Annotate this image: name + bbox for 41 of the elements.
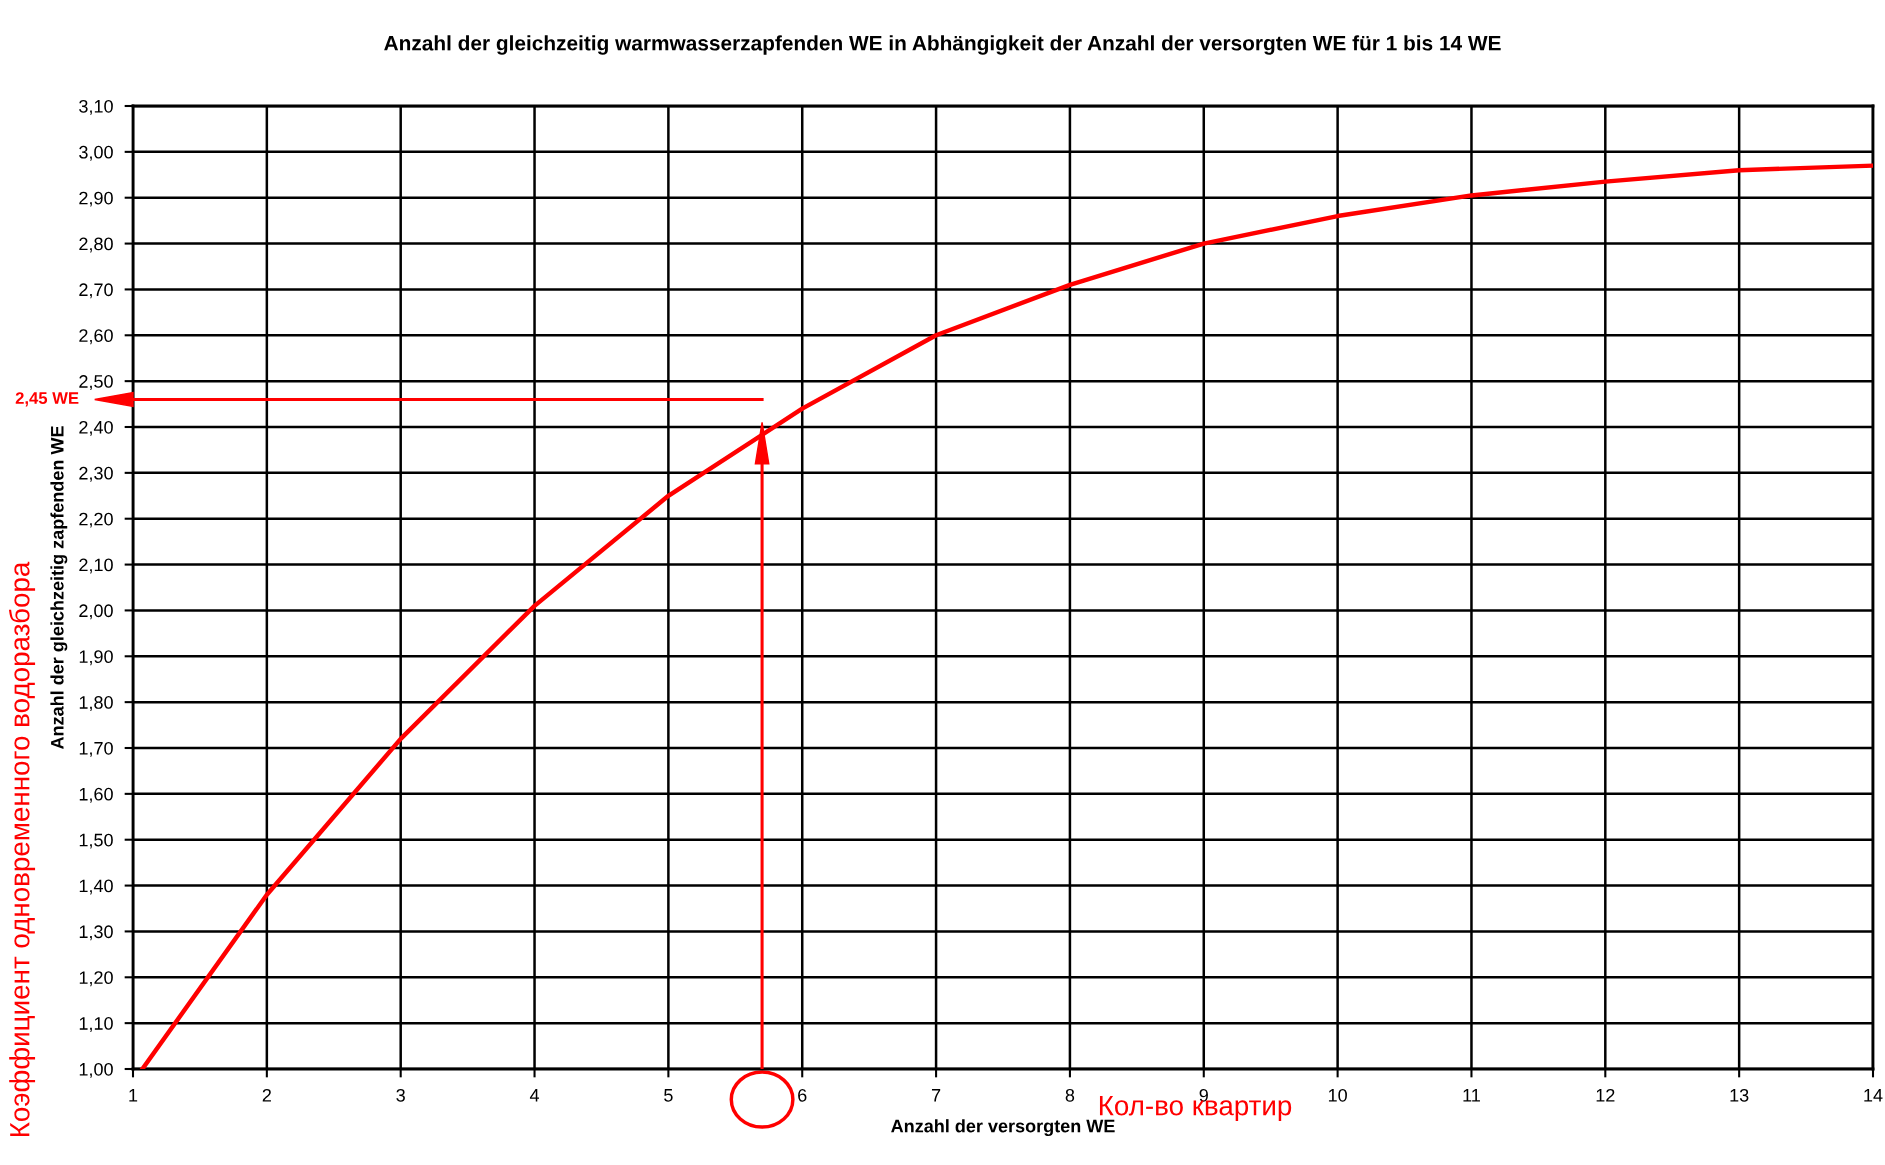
y-tick-label: 2,10 xyxy=(79,558,113,574)
x-tick-label: 5 xyxy=(664,1089,673,1102)
y-tick-label: 1,80 xyxy=(79,696,113,711)
y-tick-label: 1,50 xyxy=(79,833,113,849)
y-tick-label: 2,30 xyxy=(79,466,113,482)
x-tick-label: 13 xyxy=(1730,1088,1749,1102)
chart-title: Anzahl der gleichzeitig warmwasserzapfenden WE in Abhängigkeit der Anzahl der versorgten WE für 1 bis 14 WE xyxy=(384,35,1501,55)
y-tick-label: 1,20 xyxy=(79,971,113,987)
y-tick-label: 1,00 xyxy=(79,1062,113,1078)
y-tick-label: 2,80 xyxy=(79,237,113,253)
line-series xyxy=(140,163,1873,1069)
y-tick-label: 1,30 xyxy=(79,925,113,941)
text: Коэффициент одновременного водоразбора xyxy=(8,561,36,1137)
x-tick-label: 8 xyxy=(1065,1088,1075,1102)
y-tick-label: 3,00 xyxy=(79,145,113,161)
x-tick-label: 1 xyxy=(129,1089,138,1102)
y-tick-label: 1,70 xyxy=(79,741,113,757)
y-tick-label: 2,40 xyxy=(79,420,113,436)
y-tick-label: 2,90 xyxy=(79,191,113,207)
y-axis-title: Anzahl der gleichzeitig zapfenden WE xyxy=(50,426,68,750)
y-tick-label: 1,40 xyxy=(79,879,113,895)
y-tick-label: 1,60 xyxy=(79,787,113,803)
y-tick-label: 2,50 xyxy=(79,375,113,390)
y-tick-label: 2,20 xyxy=(79,512,113,528)
x-tick-label: 3 xyxy=(396,1088,405,1102)
y-tick-label: 1,90 xyxy=(79,650,113,666)
y-tick-label: 2,60 xyxy=(79,329,113,345)
x-tick-label: 11 xyxy=(1463,1089,1480,1102)
y-tick-label: 2,00 xyxy=(79,604,113,620)
x-axis-title: Anzahl der versorgten WE xyxy=(891,1119,1115,1137)
x-tick-label: 14 xyxy=(1864,1089,1883,1102)
x-tick-label: 4 xyxy=(529,1089,540,1102)
y-tick-label: 1,10 xyxy=(79,1017,113,1032)
x-tick-label: 2 xyxy=(262,1088,271,1102)
x-tick-label: 6 xyxy=(798,1088,807,1102)
x-tick-label: 7 xyxy=(931,1089,941,1102)
x-tick-label: 10 xyxy=(1328,1088,1347,1102)
x-tick-label: 12 xyxy=(1596,1088,1615,1102)
ref-line-label: 2,45 WE xyxy=(15,392,79,407)
y-tick-label: 2,70 xyxy=(79,283,113,299)
y-tick-label: 3,10 xyxy=(79,99,113,115)
